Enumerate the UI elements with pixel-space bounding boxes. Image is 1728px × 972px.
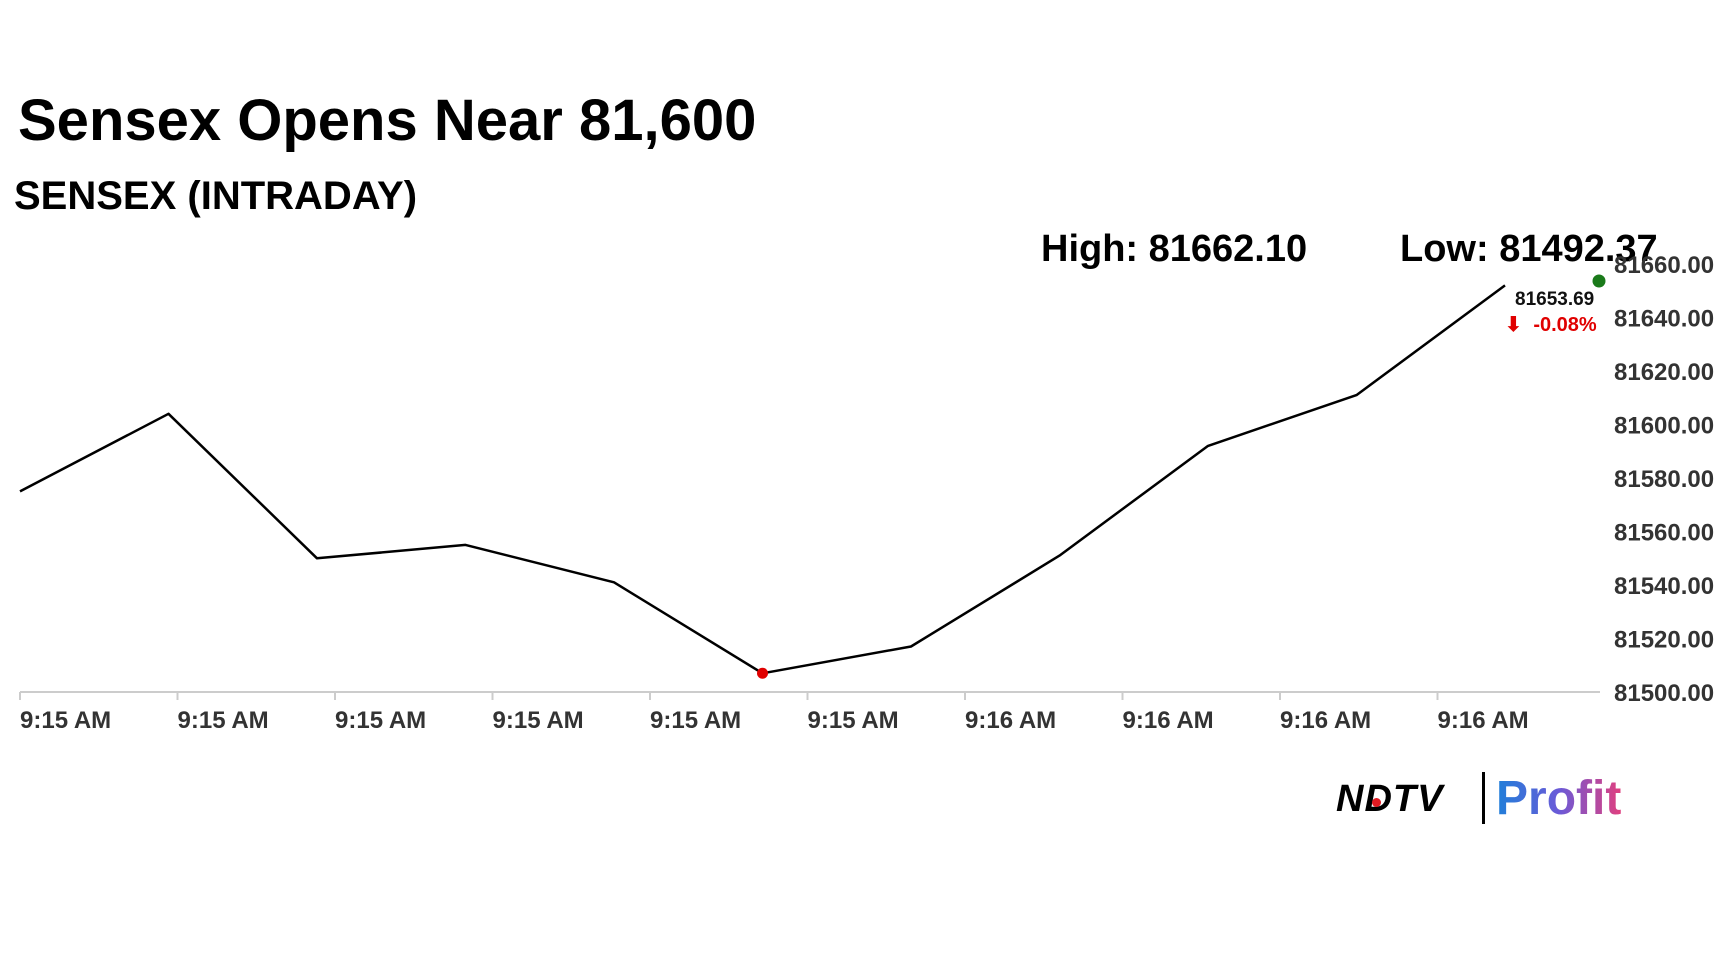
x-tick-label: 9:16 AM [1280,707,1371,734]
x-tick-label: 9:16 AM [965,707,1056,734]
x-axis: 9:15 AM 9:15 AM 9:15 AM 9:15 AM 9:15 AM 9:15 … [19,692,1529,734]
logo-profit-text: Profit [1496,772,1622,825]
chart-subtitle: SENSEX (INTRADAY) [14,174,418,218]
y-tick-label: 81520.00 [1614,627,1714,654]
y-tick-label: 81540.00 [1614,573,1714,600]
x-tick-label: 9:15 AM [808,707,899,734]
x-tick-label: 9:15 AM [650,707,741,734]
low-point-marker [757,667,768,679]
logo-ndtv-text: NDTV [1336,778,1444,820]
y-tick-label: 81500.00 [1614,680,1714,707]
y-tick-label: 81580.00 [1614,466,1714,493]
x-tick-label: 9:15 AM [20,707,111,734]
high-value: High: 81662.10 [1041,228,1308,270]
last-point-marker [1592,274,1606,288]
y-tick-label: 81620.00 [1614,359,1714,386]
x-tick-label: 9:15 AM [493,707,584,734]
x-tick-label: 9:16 AM [1123,707,1214,734]
logo-divider [1482,772,1485,824]
x-tick-label: 9:16 AM [1438,707,1529,734]
low-value: Low: 81492.37 [1400,228,1658,270]
y-tick-label: 81640.00 [1614,306,1714,333]
change-value: -0.08% [1533,314,1597,336]
last-change-label: ⬇ -0.08% [1505,314,1597,336]
y-tick-label: 81560.00 [1614,520,1714,547]
x-tick-label: 9:15 AM [178,707,269,734]
y-tick-label: 81660.00 [1614,252,1714,279]
logo-dot [1372,798,1381,807]
page-title: Sensex Opens Near 81,600 [18,88,757,153]
last-value-label: 81653.69 [1515,289,1594,310]
series-line [19,284,1506,675]
x-tick-label: 9:15 AM [335,707,426,734]
down-arrow-icon: ⬇ [1505,314,1522,336]
y-axis: 81500.00 81520.00 81540.00 81560.00 81580.00… [1614,252,1714,707]
y-tick-label: 81600.00 [1614,413,1714,440]
